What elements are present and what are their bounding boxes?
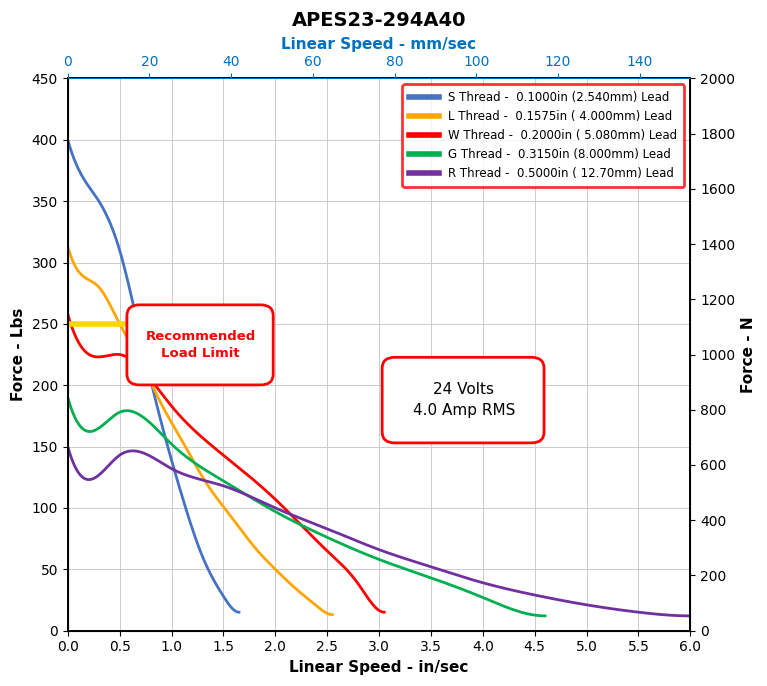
X-axis label: Linear Speed - mm/sec: Linear Speed - mm/sec bbox=[281, 37, 476, 52]
FancyBboxPatch shape bbox=[127, 305, 273, 385]
X-axis label: Linear Speed - in/sec: Linear Speed - in/sec bbox=[289, 660, 469, 675]
Y-axis label: Force - N: Force - N bbox=[741, 316, 756, 393]
Text: 24 Volts
4.0 Amp RMS: 24 Volts 4.0 Amp RMS bbox=[413, 382, 515, 418]
Legend: S Thread -  0.1000in (2.540mm) Lead, L Thread -  0.1575in ( 4.000mm) Lead, W Thr: S Thread - 0.1000in (2.540mm) Lead, L Th… bbox=[402, 84, 684, 187]
Y-axis label: Force - Lbs: Force - Lbs bbox=[11, 308, 26, 401]
Text: Recommended
Load Limit: Recommended Load Limit bbox=[145, 330, 255, 360]
Title: APES23-294A40: APES23-294A40 bbox=[291, 11, 466, 30]
FancyBboxPatch shape bbox=[382, 357, 544, 443]
